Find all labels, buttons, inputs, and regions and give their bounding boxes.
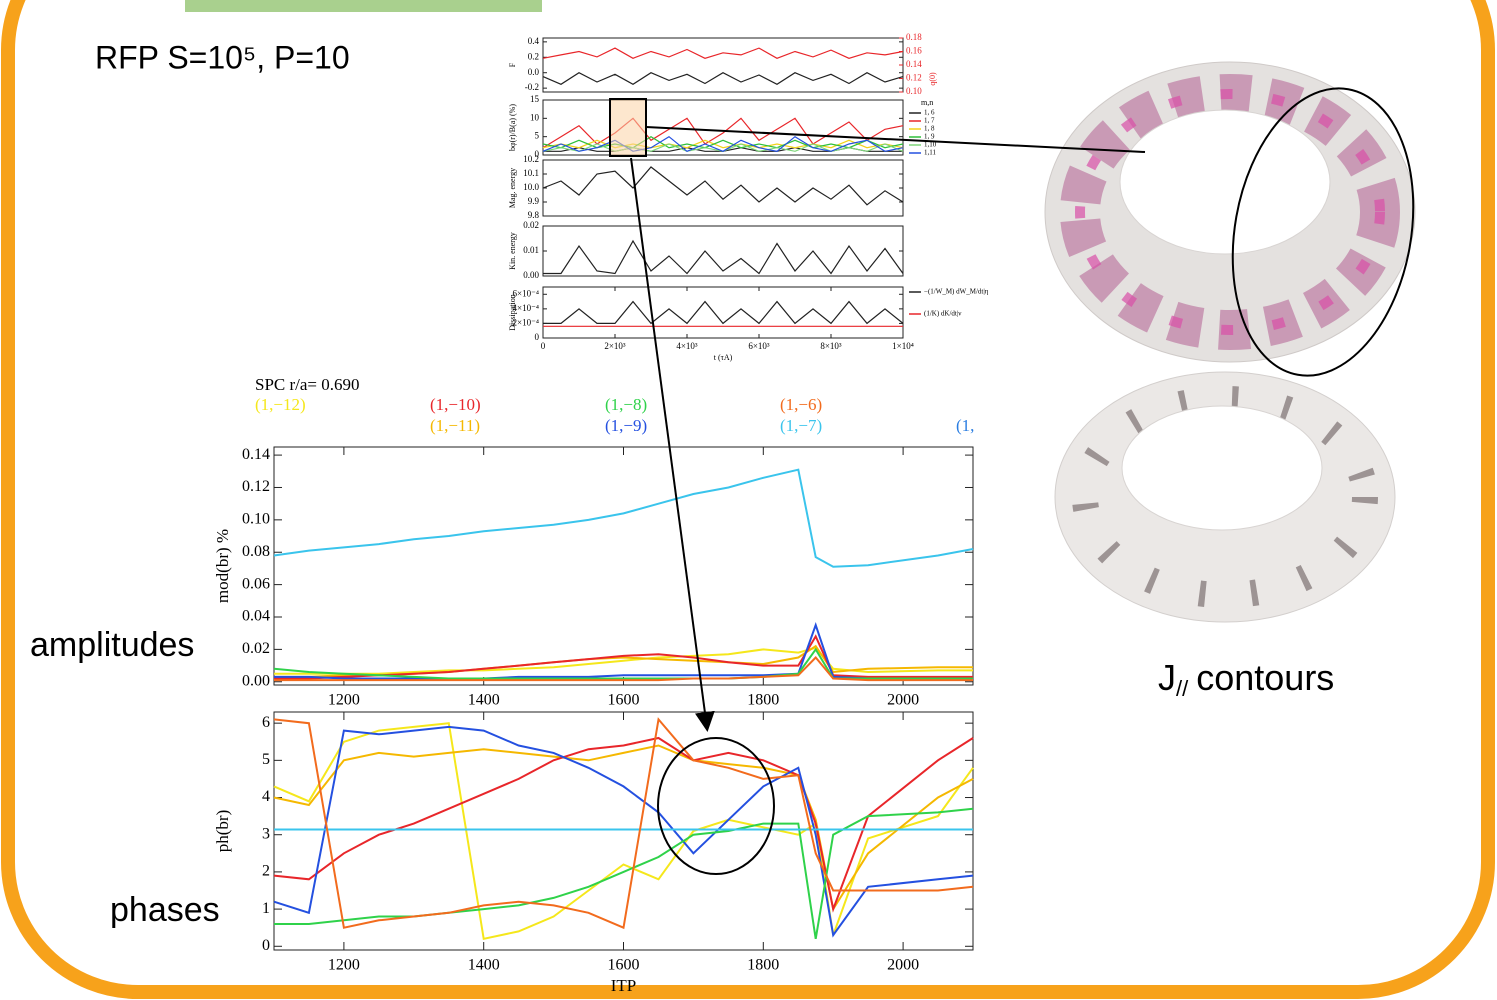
y-tick-label: -0.2 xyxy=(525,82,539,92)
x-tick-label: 1800 xyxy=(747,692,779,709)
legend-label: (1/K) dK/dt|ν xyxy=(924,310,961,318)
legend-label: (1,−11) xyxy=(430,416,480,435)
y-tick-label: 0.01 xyxy=(523,245,539,255)
y-tick-label: 2 xyxy=(262,863,270,880)
y-axis-label: F xyxy=(508,62,517,67)
y-tick-label: 0.14 xyxy=(242,446,270,463)
contours-text: contours xyxy=(1196,657,1334,698)
plot-frame xyxy=(543,287,903,338)
plot-frame xyxy=(543,160,903,216)
y-tick-label: 0.10 xyxy=(242,511,270,528)
legend-label: (1,−7) xyxy=(780,416,822,435)
y-tick-label: 0.04 xyxy=(242,608,270,625)
y-tick-label: 9.9 xyxy=(528,196,540,206)
y-axis-label: bφ(r)/B(a) (%) xyxy=(508,104,517,151)
plot-frame xyxy=(543,100,903,155)
y-tick-label: 5 xyxy=(535,131,540,141)
x-axis-label: t (τA) xyxy=(714,353,733,362)
y-tick-label: 0.0 xyxy=(528,67,540,77)
zoom-box xyxy=(610,99,646,156)
x-tick-label: 0 xyxy=(541,341,546,351)
contours-subscript: // xyxy=(1176,676,1189,701)
y-tick-label: 0.06 xyxy=(242,575,270,592)
y2-tick-label: 0.10 xyxy=(906,86,922,96)
x-tick-label: 4×10³ xyxy=(676,341,698,351)
y-tick-label: 0 xyxy=(262,937,270,954)
y-tick-label: 0.08 xyxy=(242,543,270,560)
legend-label: 1, 9 xyxy=(924,133,935,141)
legend-label: (1,−6) xyxy=(780,395,822,414)
x-tick-label: 1200 xyxy=(328,692,360,709)
y-tick-label: 5 xyxy=(262,751,270,768)
amplitudes-label: amplitudes xyxy=(30,626,194,664)
y-axis-label: Dissipation xyxy=(508,294,517,330)
header-bar xyxy=(185,0,542,12)
y2-tick-label: 0.16 xyxy=(906,46,922,56)
legend-label: (1,−9) xyxy=(605,416,647,435)
y-tick-label: 0.12 xyxy=(242,478,270,495)
y-tick-label: 1 xyxy=(262,900,270,917)
plot-frame xyxy=(274,712,973,950)
y-tick-label: 10.2 xyxy=(523,154,539,164)
x-tick-label: 2000 xyxy=(887,957,919,974)
x-tick-label: 6×10³ xyxy=(748,341,770,351)
y-tick-label: 9.8 xyxy=(528,210,540,220)
y-axis-label: Kin. energy xyxy=(508,232,517,270)
y-tick-label: 0.2 xyxy=(528,51,539,61)
y2-tick-label: 0.18 xyxy=(906,32,922,42)
x-tick-label: 1400 xyxy=(468,957,500,974)
legend-label: (1, xyxy=(956,416,974,435)
x-axis-label: ITP xyxy=(611,976,637,995)
y-tick-label: 6 xyxy=(262,714,270,731)
chart-title: SPC r/a= 0.690 xyxy=(255,375,360,394)
legend-label: (1,−10) xyxy=(430,395,481,414)
torus-image xyxy=(1045,62,1415,362)
y-tick-label: 0.02 xyxy=(242,640,270,657)
plot-frame xyxy=(543,226,903,276)
legend-label: −(1/W_M) dW_M/dt|η xyxy=(924,288,989,296)
legend-label: 1, 6 xyxy=(924,109,935,117)
y2-tick-label: 0.14 xyxy=(906,59,922,69)
legend-title: m,n xyxy=(921,98,933,107)
contours-label: J// contours xyxy=(1158,657,1334,701)
y-axis-label: mod(br) % xyxy=(213,529,232,603)
y-tick-label: 0.00 xyxy=(242,672,270,689)
phases-label: phases xyxy=(110,891,220,929)
y2-tick-label: 0.12 xyxy=(906,73,922,83)
y-tick-label: 0 xyxy=(535,332,540,342)
legend-label: 1, 7 xyxy=(924,117,935,125)
y-tick-label: 0.4 xyxy=(528,36,540,46)
charts: -0.2 0.0 0.2 0.4 0.10 0.12 0.14 0.16 0.18 Fq(0) 0 5… xyxy=(213,32,989,995)
y-tick-label: 10.1 xyxy=(523,168,539,178)
contours-symbol: J xyxy=(1158,657,1176,698)
y-tick-label: 3 xyxy=(262,825,270,842)
x-tick-label: 1200 xyxy=(328,957,360,974)
x-tick-label: 1600 xyxy=(608,957,640,974)
torus-image xyxy=(1055,372,1395,622)
y-tick-label: 10 xyxy=(530,112,540,122)
y2-axis-label: q(0) xyxy=(928,72,937,86)
slide: RFP S=10⁵, P=10 amplitudes phases J// con… xyxy=(0,0,1497,1000)
y-tick-label: 4 xyxy=(262,788,270,805)
y-axis-label: Mag. energy xyxy=(508,168,517,208)
legend-label: 1, 8 xyxy=(924,125,935,133)
y-tick-label: 10.0 xyxy=(523,182,539,192)
y-tick-label: 15 xyxy=(530,94,540,104)
y-axis-label: ph(br) xyxy=(213,810,232,852)
x-tick-label: 1400 xyxy=(468,692,500,709)
legend-label: (1,−12) xyxy=(255,395,306,414)
x-tick-label: 2×10³ xyxy=(604,341,626,351)
y-tick-label: 0.02 xyxy=(523,220,539,230)
slide-title: RFP S=10⁵, P=10 xyxy=(95,39,350,75)
x-tick-label: 1600 xyxy=(608,692,640,709)
y-tick-label: 0.00 xyxy=(523,270,539,280)
x-tick-label: 1800 xyxy=(747,957,779,974)
legend-label: 1,11 xyxy=(924,149,936,157)
legend-label: (1,−8) xyxy=(605,395,647,414)
page: {"slide": {"title": "RFP S=10⁵, P=10", "… xyxy=(0,0,1497,1000)
x-tick-label: 8×10³ xyxy=(820,341,842,351)
x-tick-label: 2000 xyxy=(887,692,919,709)
x-tick-label: 1×10⁴ xyxy=(892,341,914,351)
